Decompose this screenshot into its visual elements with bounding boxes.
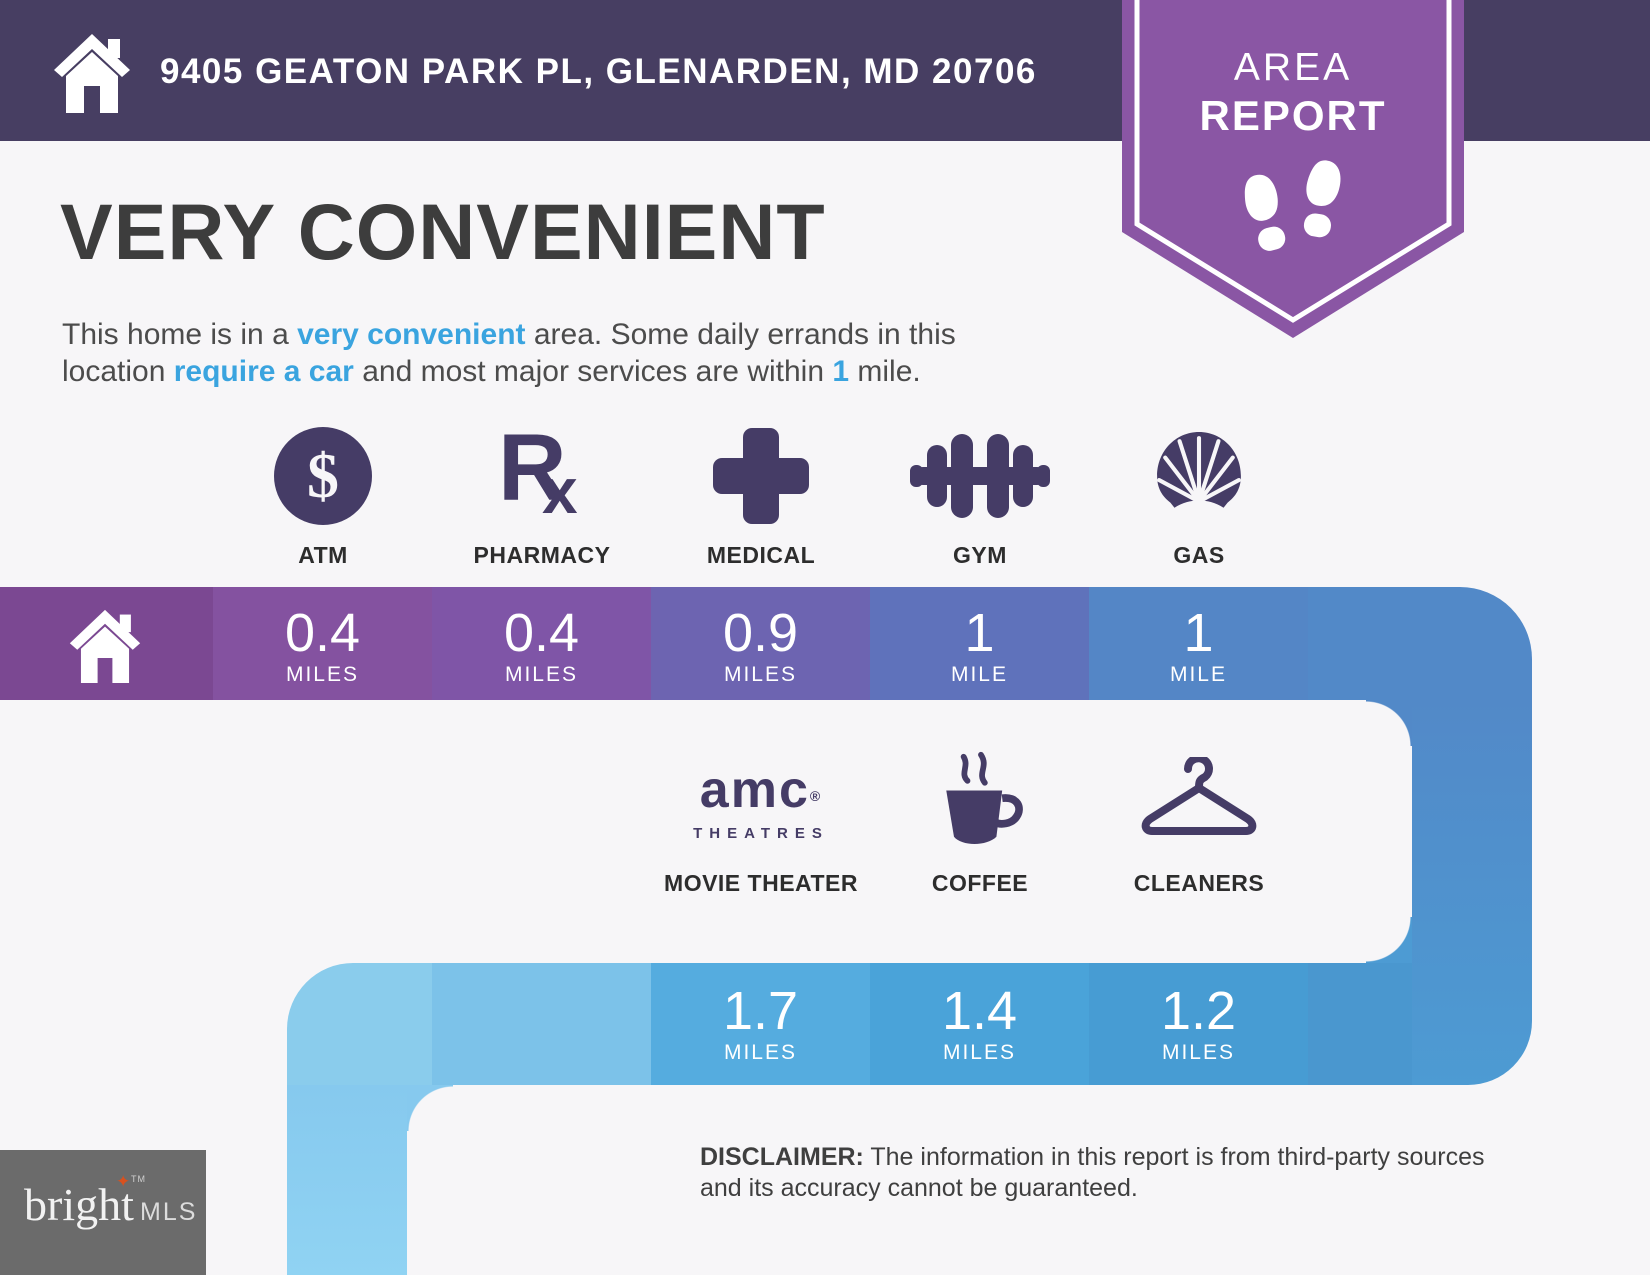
poi-coffee: COFFEE [870, 751, 1090, 897]
distance-bar-corner [1308, 587, 1532, 700]
distance-bar-segment [213, 587, 432, 700]
property-address: 9405 GEATON PARK PL, GLENARDEN, MD 20706 [160, 52, 1037, 91]
distance-bar-segment [1308, 963, 1412, 1085]
path-inner-corner [1366, 917, 1412, 963]
amc-theatres-logo: amc® THEATRES [693, 760, 829, 842]
distance-bar-segment [651, 963, 870, 1085]
distance-coffee: 1.4 MILES [941, 981, 1018, 1064]
disclaimer-label: DISCLAIMER: [700, 1143, 864, 1171]
medical-cross-icon [713, 428, 809, 524]
poi-label: CLEANERS [1133, 870, 1265, 896]
intro-highlight: 1 [832, 355, 850, 388]
distance-bar-segment [870, 587, 1089, 700]
mls-wordmark: MLS [140, 1198, 198, 1226]
coffee-cup-icon [945, 751, 1023, 845]
intro-segment: This home is in a [62, 318, 298, 351]
distance-cleaners: 1.2 MILES [1160, 981, 1237, 1064]
distance-bar-corner [287, 963, 432, 1085]
bright-wordmark: bright [24, 1179, 134, 1230]
poi-label: ATM [298, 542, 348, 568]
poi-atm: $ ATM [213, 424, 433, 569]
poi-label: PHARMACY [473, 542, 611, 568]
home-icon [69, 609, 141, 683]
poi-movie-theater: amc® THEATRES MOVIE THEATER [651, 752, 871, 897]
poi-label: MOVIE THEATER [664, 870, 858, 896]
poi-cleaners: CLEANERS [1089, 752, 1309, 897]
distance-bar-segment [870, 963, 1089, 1085]
star-icon: ✦ [116, 1172, 131, 1192]
intro-segment: and most major services are within [353, 355, 833, 388]
trademark-mark: TM [131, 1174, 146, 1184]
distance-medical: 0.9 MILES [722, 603, 799, 686]
dumbbell-icon [910, 434, 1050, 518]
distance-bar-segment [1089, 963, 1308, 1085]
home-icon [54, 34, 130, 113]
bright-mls-logo: bright ✦ TM MLS [0, 1150, 206, 1275]
disclaimer-text: DISCLAIMER: The information in this repo… [700, 1143, 1485, 1202]
badge-pennant-shape [1122, 0, 1464, 338]
poi-medical: MEDICAL [651, 424, 871, 569]
path-inner-corner [407, 1085, 453, 1131]
footprints-icon [1244, 160, 1341, 251]
poi-label: GAS [1173, 542, 1225, 568]
distance-bar-segment [432, 587, 651, 700]
distance-atm: 0.4 MILES [284, 603, 361, 686]
intro-highlight: very convenient [297, 318, 526, 351]
distance-movie-theater: 1.7 MILES [722, 981, 799, 1064]
page-title: VERY CONVENIENT [60, 187, 826, 276]
distance-bar-segment [432, 963, 651, 1085]
distance-bar-vertical-left [287, 1085, 407, 1275]
distance-pharmacy: 0.4 MILES [503, 603, 580, 686]
poi-label: GYM [953, 542, 1007, 568]
intro-segment: mile. [849, 355, 921, 388]
distance-gas: 1 MILE [1169, 603, 1227, 686]
hanger-icon [1141, 757, 1256, 835]
distance-bar-segment [651, 587, 870, 700]
distance-bar-vertical-right [1412, 700, 1532, 1085]
poi-label: MEDICAL [706, 542, 816, 568]
intro-highlight: require a car [173, 355, 354, 388]
poi-gas: GAS [1089, 424, 1309, 569]
badge-title-line1: AREA [1233, 46, 1353, 89]
area-report-badge: AREA REPORT [1122, 0, 1464, 350]
path-inner-corner [1366, 700, 1412, 746]
badge-title-line2: REPORT [1199, 92, 1387, 139]
intro-segment: location [62, 355, 174, 388]
distance-gym: 1 MILE [950, 603, 1008, 686]
distance-bar-segment [1089, 587, 1308, 700]
poi-label: COFFEE [931, 870, 1029, 896]
shell-icon [1157, 432, 1241, 512]
intro-segment: area. Some daily errands in this [525, 318, 956, 351]
intro-text: This home is in a very convenient area. … [62, 316, 956, 390]
poi-gym: GYM [870, 424, 1090, 569]
dollar-circle-icon: $ [274, 427, 372, 525]
